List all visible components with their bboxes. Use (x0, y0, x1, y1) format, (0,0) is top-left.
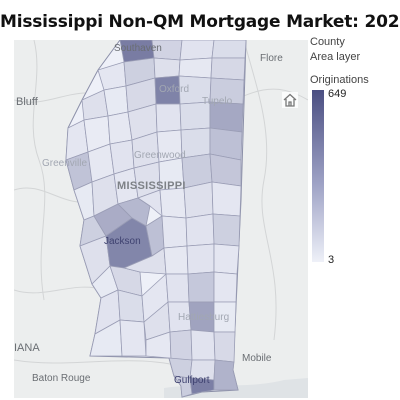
place-mobile: Mobile (242, 353, 272, 364)
county-copiah[interactable] (109, 265, 143, 297)
place-greenville: Greenville (42, 158, 88, 169)
county-harrison[interactable] (189, 377, 215, 395)
place-greenwood: Greenwood (134, 150, 186, 161)
home-icon[interactable] (282, 92, 298, 108)
place-gulfport: Gulfport (174, 375, 210, 386)
county-smith[interactable] (163, 245, 189, 275)
county-union[interactable] (153, 57, 181, 79)
county-quitman[interactable] (103, 85, 129, 117)
county-map (14, 40, 308, 398)
place-bluff: Bluff (16, 96, 38, 108)
county-layer[interactable] (65, 40, 247, 398)
place-state-label: MISSISSIPPI (117, 180, 186, 192)
county-tippah[interactable] (178, 57, 213, 79)
legend-max-value: 649 (328, 88, 347, 100)
county-alcorn[interactable] (210, 57, 246, 81)
place-tupelo: Tupelo (202, 96, 233, 107)
map-title: Mississippi Non-QM Mortgage Market: 2025 (0, 12, 400, 32)
county-tishomingo[interactable] (211, 40, 247, 59)
place-hattiesburg: Hattiesburg (178, 312, 230, 323)
county-clarke[interactable] (213, 243, 240, 275)
map-legend: County Area layer Originations 649 3 (310, 36, 398, 276)
county-amite[interactable] (119, 319, 147, 357)
county-jasper[interactable] (186, 243, 215, 275)
legend-layer-type: Area layer (310, 51, 361, 63)
county-scott[interactable] (161, 215, 188, 249)
county-george[interactable] (213, 331, 236, 363)
county-lamar[interactable] (169, 329, 193, 361)
county-leake[interactable] (117, 197, 151, 227)
map-area[interactable]: Southaven Oxford Tupelo Bluff Greenville… (14, 40, 308, 398)
county-hancock[interactable] (173, 375, 193, 398)
place-iana: IANA (14, 342, 40, 354)
county-benton[interactable] (179, 40, 215, 61)
county-winston[interactable] (159, 187, 187, 219)
place-florence: Flore (260, 53, 283, 64)
county-lauderdale[interactable] (212, 213, 241, 247)
legend-layer-name: County (310, 36, 345, 48)
legend-measure-label: Originations (310, 74, 369, 86)
county-jones[interactable] (187, 271, 215, 303)
place-baton-rouge: Baton Rouge (32, 373, 91, 384)
county-jackson-ms[interactable] (213, 359, 239, 391)
county-covington[interactable] (165, 273, 190, 303)
county-kemper[interactable] (211, 181, 242, 217)
county-wayne[interactable] (213, 271, 238, 303)
place-oxford: Oxford (159, 84, 190, 95)
county-newton[interactable] (185, 213, 215, 247)
county-perry[interactable] (190, 329, 216, 361)
legend-color-ramp (312, 90, 324, 262)
legend-min-value: 3 (328, 254, 335, 266)
county-noxubee[interactable] (183, 181, 214, 219)
county-calhoun[interactable] (155, 103, 182, 133)
county-lowndes[interactable] (209, 153, 242, 187)
place-jackson: Jackson (104, 236, 141, 247)
place-southaven: Southaven (114, 43, 162, 54)
